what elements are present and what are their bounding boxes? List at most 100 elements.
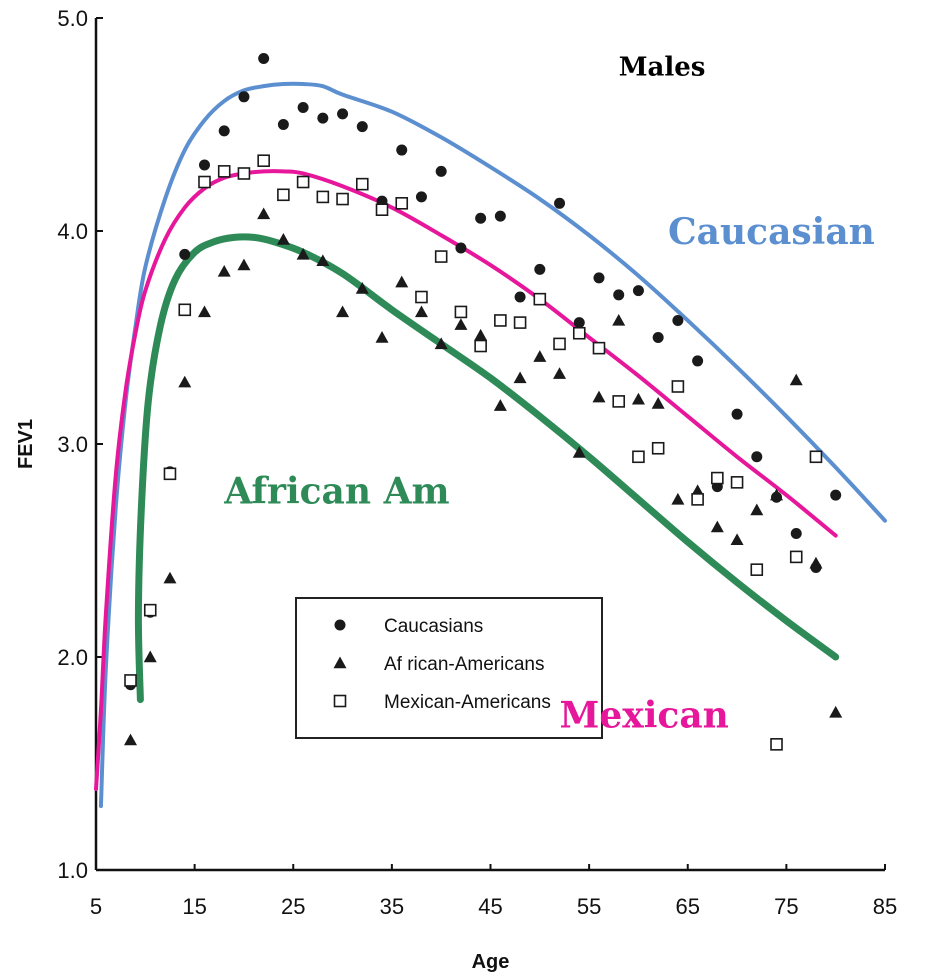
y-tick-label: 1.0 <box>57 858 88 883</box>
data-point-square <box>572 326 586 340</box>
data-point-circle <box>534 263 546 275</box>
y-tick-label: 3.0 <box>57 432 88 457</box>
data-point-triangle <box>395 275 409 288</box>
legend-box <box>295 597 603 739</box>
data-point-square <box>355 177 369 191</box>
legend-marker-circle <box>334 619 346 631</box>
series-triangle-points <box>124 207 843 746</box>
data-point-square <box>198 175 211 189</box>
data-point-square <box>671 380 685 393</box>
data-point-circle <box>672 314 684 326</box>
data-point-triangle <box>710 520 724 533</box>
data-point-triangle <box>553 367 567 379</box>
data-point-triangle <box>375 331 389 343</box>
annotation-males: Males <box>619 53 706 83</box>
data-point-triangle <box>513 371 527 384</box>
y-axis-title: FEV1 <box>15 419 37 469</box>
x-tick-label: 65 <box>676 894 700 919</box>
data-point-triangle <box>143 650 157 663</box>
x-tick-label: 15 <box>182 894 206 919</box>
data-point-circle <box>218 125 230 137</box>
data-point-square <box>395 197 409 210</box>
data-point-square <box>434 250 448 263</box>
data-point-square <box>553 337 566 351</box>
data-point-square <box>632 450 645 464</box>
data-point-triangle <box>474 328 488 341</box>
data-point-triangle <box>276 233 290 245</box>
data-point-square <box>454 305 468 319</box>
data-point-square <box>178 303 192 317</box>
data-point-triangle <box>316 254 330 267</box>
data-point-square <box>533 292 547 306</box>
data-point-square <box>375 203 389 216</box>
data-point-square <box>124 674 137 687</box>
data-point-triangle <box>197 305 211 318</box>
x-tick-label: 5 <box>90 894 102 919</box>
data-point-square <box>163 467 177 481</box>
data-point-circle <box>573 317 585 329</box>
data-point-circle <box>652 332 664 343</box>
data-point-square <box>513 316 527 329</box>
data-point-triangle <box>592 390 606 403</box>
data-point-triangle <box>178 375 192 388</box>
legend-label: Af rican-Americans <box>384 654 545 675</box>
data-point-square <box>730 476 744 489</box>
data-points <box>124 52 843 751</box>
fit-curve-mexican <box>94 169 838 792</box>
data-point-circle <box>337 108 349 120</box>
legend-marker-square <box>333 694 347 708</box>
data-point-circle <box>317 112 329 124</box>
data-point-square <box>494 314 507 327</box>
data-point-circle <box>632 285 644 297</box>
data-point-triangle <box>237 258 251 271</box>
data-point-square <box>474 339 487 353</box>
legend-label: Caucasians <box>384 616 483 637</box>
legend-marker-triangle <box>333 656 347 669</box>
data-point-square <box>143 603 157 617</box>
data-point-square <box>770 738 783 751</box>
data-point-circle <box>356 121 368 133</box>
data-point-circle <box>731 408 743 420</box>
x-tick-label: 35 <box>380 894 404 919</box>
data-point-circle <box>751 451 763 463</box>
data-point-circle <box>790 527 802 539</box>
legend: Caucasians Af rican-Americans Mexican-Amer… <box>295 597 603 739</box>
data-point-triangle <box>750 503 764 516</box>
data-point-square <box>691 493 704 506</box>
y-tick-label: 5.0 <box>57 6 88 31</box>
x-axis-title: Age <box>472 951 510 973</box>
data-point-triangle <box>631 392 645 405</box>
data-point-square <box>316 190 330 204</box>
data-point-triangle <box>671 492 685 505</box>
data-point-triangle <box>770 488 784 501</box>
data-point-circle <box>593 272 605 284</box>
y-tick-label: 2.0 <box>57 645 88 670</box>
data-point-circle <box>238 91 250 103</box>
data-point-triangle <box>355 282 369 294</box>
data-point-circle <box>277 119 289 130</box>
data-point-triangle <box>336 305 350 318</box>
data-point-circle <box>613 289 625 301</box>
data-point-circle <box>435 165 447 177</box>
x-tick-label: 45 <box>478 894 502 919</box>
data-point-square <box>592 341 606 355</box>
data-point-triangle <box>651 397 665 409</box>
data-point-triangle <box>493 399 507 411</box>
data-point-circle <box>475 212 487 224</box>
data-point-circle <box>455 242 467 254</box>
data-point-square <box>336 192 349 206</box>
data-point-square <box>789 550 803 564</box>
y-tick-label: 4.0 <box>57 219 88 244</box>
data-point-triangle <box>809 556 823 569</box>
annotations: Males Caucasian African Am Mexican <box>223 53 875 737</box>
x-tick-label: 55 <box>577 894 601 919</box>
legend-label: Mexican-Americans <box>384 692 551 713</box>
x-tick-label: 25 <box>281 894 305 919</box>
data-point-square <box>651 441 665 455</box>
data-point-circle <box>198 159 210 171</box>
data-point-circle <box>514 291 526 303</box>
data-point-circle <box>830 489 842 501</box>
data-point-triangle <box>296 247 310 260</box>
x-tick-label: 85 <box>873 894 897 919</box>
